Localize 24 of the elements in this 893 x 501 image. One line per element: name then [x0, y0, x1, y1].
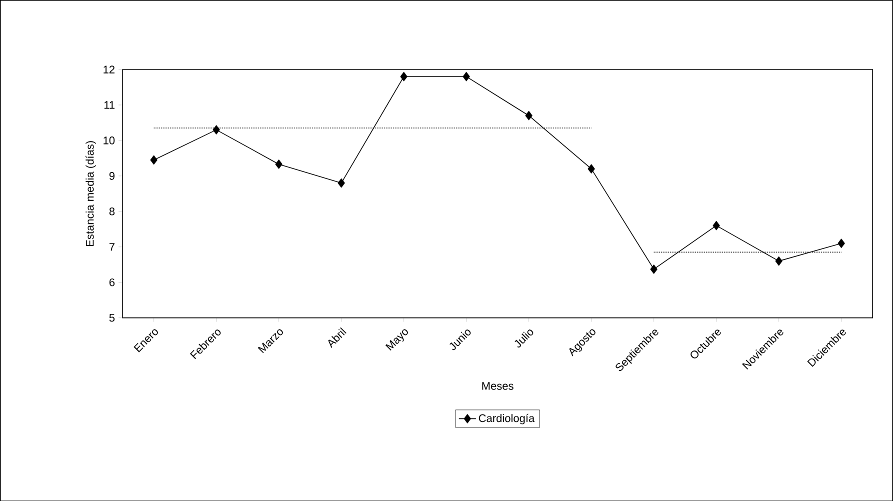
- y-tick-label: 11: [104, 100, 114, 109]
- point: [338, 178, 345, 188]
- y-tick-label: 12: [104, 65, 114, 74]
- point: [712, 220, 720, 230]
- x-tick-label: Julio: [514, 329, 534, 348]
- legend-label: Cardiología: [478, 414, 535, 424]
- point: [212, 124, 220, 134]
- point: [525, 110, 532, 120]
- point: [588, 164, 595, 174]
- y-tick-label: 9: [109, 172, 115, 180]
- x-axis-title: Meses: [482, 382, 514, 390]
- y-tick-label: 8: [109, 207, 115, 216]
- point: [775, 256, 782, 266]
- y-tick-label: 10: [104, 136, 115, 144]
- point: [838, 238, 845, 248]
- y-tick-label: 7: [109, 242, 114, 250]
- y-tick-label: 6: [109, 278, 115, 286]
- point: [462, 72, 470, 81]
- point: [650, 264, 658, 274]
- y-axis-title: Estancia media (días): [86, 140, 96, 246]
- point: [400, 72, 408, 81]
- point: [275, 159, 282, 169]
- y-tick-label: 5: [109, 314, 115, 322]
- point: [150, 155, 158, 164]
